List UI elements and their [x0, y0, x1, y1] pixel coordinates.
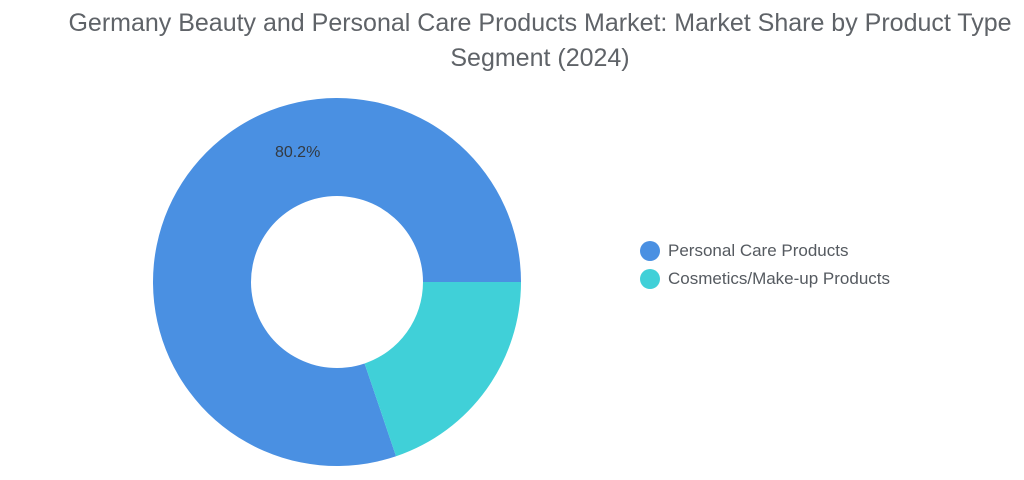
donut-slice-1[interactable] [364, 282, 521, 457]
chart-title: Germany Beauty and Personal Care Product… [68, 9, 1012, 72]
legend-item-personal-care[interactable]: Personal Care Products [640, 237, 890, 265]
legend-swatch [640, 241, 660, 261]
legend-item-cosmetics[interactable]: Cosmetics/Make-up Products [640, 265, 890, 293]
legend-label: Personal Care Products [668, 241, 849, 260]
legend-swatch [640, 269, 660, 289]
slice-data-label-0: 80.2% [275, 144, 320, 161]
donut-slice-0[interactable] [152, 98, 521, 466]
legend: Personal Care Products Cosmetics/Make-up… [640, 237, 890, 293]
legend-label: Cosmetics/Make-up Products [668, 269, 891, 288]
